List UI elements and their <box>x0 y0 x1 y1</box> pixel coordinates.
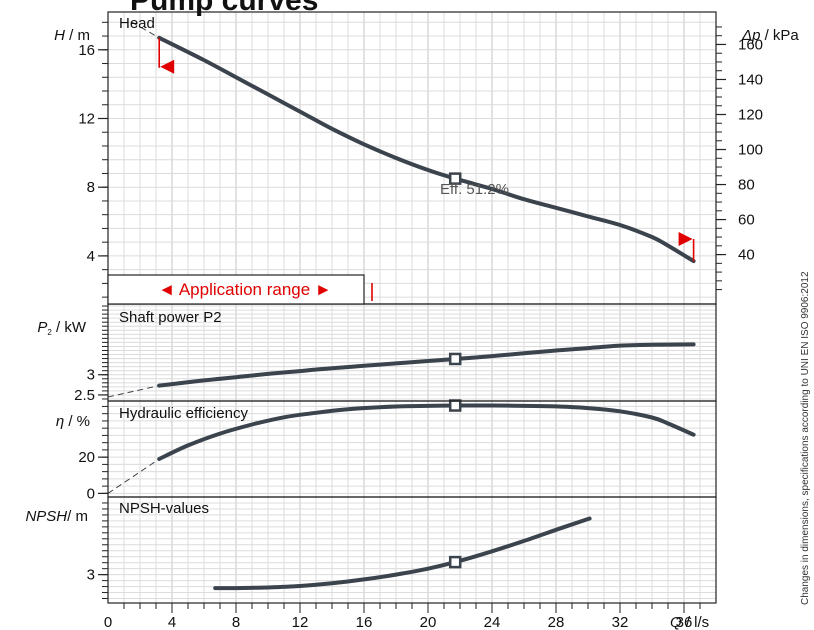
page-title: Pump curves <box>130 0 318 17</box>
right-tick-label: 100 <box>738 142 763 159</box>
operating-point-head <box>448 172 462 185</box>
efficiency-annotation: Eff. 51.2% <box>440 181 509 198</box>
right-tick-label: 60 <box>738 212 755 229</box>
application-range-label: ◄ Application range ► <box>158 280 332 299</box>
curve-extension-head <box>131 21 160 39</box>
x-tick-label: 16 <box>356 614 373 630</box>
x-tick-label: 8 <box>232 614 240 630</box>
y-tick-label-efficiency: 0 <box>87 485 95 502</box>
curve-efficiency <box>157 403 696 461</box>
application-range-box <box>107 274 365 305</box>
right-tick-label: 120 <box>738 107 763 124</box>
right-tick-label: 40 <box>738 247 755 264</box>
y-tick-label-head: 12 <box>78 110 95 127</box>
panel-title-efficiency: Hydraulic efficiency <box>119 405 248 422</box>
y-tick-label-npsh: 3 <box>87 567 95 584</box>
x-tick-label: 20 <box>420 614 437 630</box>
x-tick-label: 36 <box>676 614 693 630</box>
right-tick-label: 160 <box>738 36 763 53</box>
operating-point-npsh <box>448 555 462 569</box>
right-tick-label: 140 <box>738 71 763 88</box>
panel-title-head: Head <box>119 15 155 32</box>
curve-extension-power <box>107 385 160 398</box>
operating-point-efficiency <box>448 399 462 412</box>
curve-extensions <box>107 21 160 494</box>
y-label-npsh: NPSH/ m <box>25 508 88 525</box>
max-flow-arrow <box>678 232 693 247</box>
panel-title-npsh: NPSH-values <box>119 500 209 517</box>
curve-extension-efficiency <box>107 458 160 494</box>
y-label-efficiency: η / % <box>56 413 90 430</box>
y-label-power: P2 / kW <box>37 319 86 337</box>
y-label-head: H / m <box>54 27 90 44</box>
operating-point-markers <box>448 172 462 569</box>
y-tick-label-power: 3 <box>87 367 95 384</box>
curve-npsh <box>213 516 592 591</box>
side-note: Changes in dimensions, specifications ac… <box>800 271 811 605</box>
operating-point-power <box>448 352 462 366</box>
panel-title-power: Shaft power P2 <box>119 309 222 326</box>
y-tick-label-efficiency: 20 <box>78 449 95 466</box>
curve-power <box>157 342 696 388</box>
right-tick-label: 80 <box>738 177 755 194</box>
x-tick-label: 32 <box>612 614 629 630</box>
chart-grid <box>108 12 716 603</box>
x-tick-label: 0 <box>104 614 112 630</box>
y-tick-label-head: 4 <box>87 248 95 265</box>
x-axis-label: Q / l/s <box>670 614 709 630</box>
axis-ticks: 4 8 12 16 40 60 80 100 120 140 160 2.5 3 0 20 3 0 4 8 12 16 2… <box>74 21 763 630</box>
y-tick-label-power: 2.5 <box>74 387 95 404</box>
x-tick-label: 28 <box>548 614 565 630</box>
x-tick-label: 4 <box>168 614 176 630</box>
y-tick-label-head: 16 <box>78 42 95 59</box>
x-tick-label: 24 <box>484 614 501 630</box>
y-tick-label-head: 8 <box>87 179 95 196</box>
curve-head <box>157 35 696 264</box>
right-axis-label: Δp / kPa <box>741 27 799 44</box>
x-tick-label: 12 <box>292 614 309 630</box>
performance-curves <box>157 35 696 591</box>
min-flow-arrow <box>160 59 175 74</box>
